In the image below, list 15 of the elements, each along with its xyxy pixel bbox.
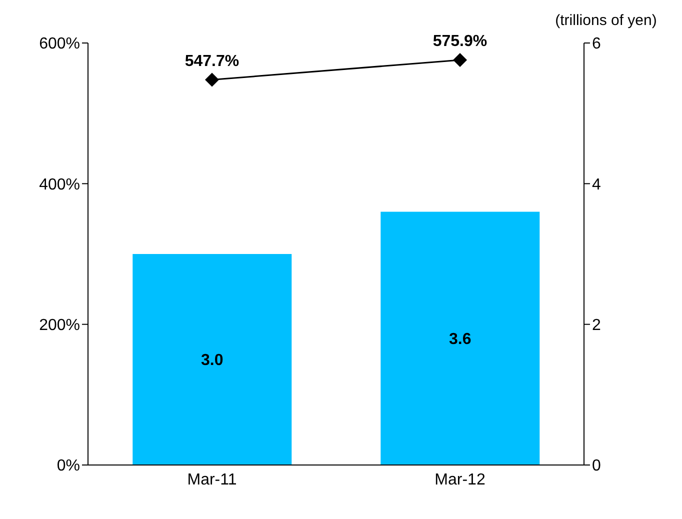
data-label: 3.0 <box>201 352 224 370</box>
data-label: 3.6 <box>449 331 472 348</box>
y2-tick-label: 4 <box>592 176 601 194</box>
data-label: 547.7% <box>184 52 240 70</box>
x-tick-label: Mar-12 <box>434 471 486 488</box>
y2-tick-label: 6 <box>592 36 601 53</box>
y2-tick-label: 0 <box>592 458 601 475</box>
y-tick-label: 600% <box>39 36 80 53</box>
y-tick-label: 200% <box>39 317 80 334</box>
y-tick-label: 0% <box>56 458 80 475</box>
x-tick-label: Mar-11 <box>187 471 237 488</box>
y2-tick-label: 2 <box>592 317 601 334</box>
data-label: 575.9% <box>432 32 488 50</box>
y-tick-label: 400% <box>39 176 80 194</box>
y2-axis-title: (trillions of yen) <box>555 12 657 29</box>
